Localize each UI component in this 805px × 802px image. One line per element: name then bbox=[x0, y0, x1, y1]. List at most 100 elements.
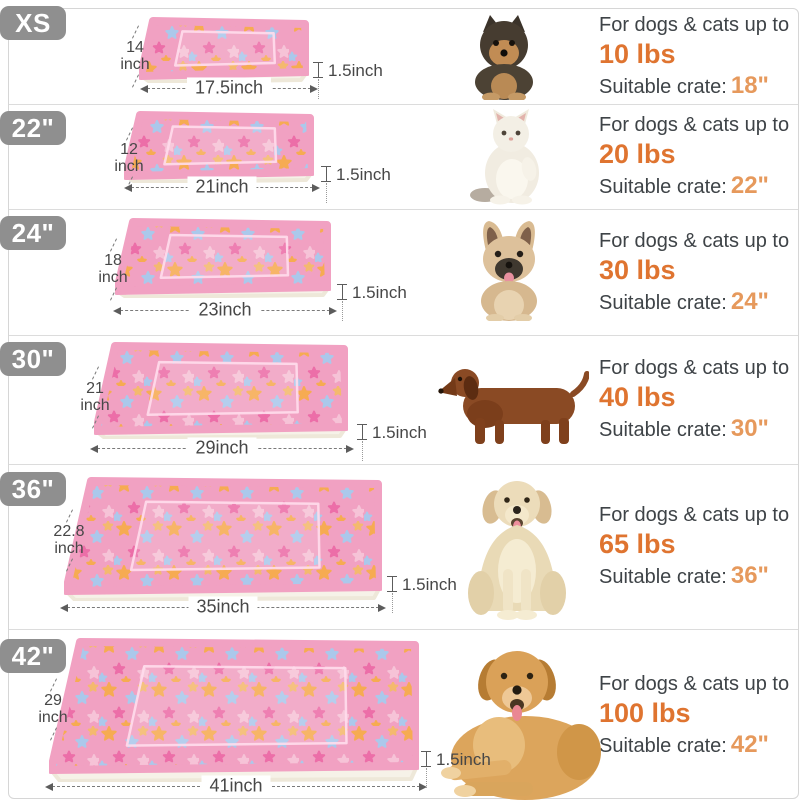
weight-limit: 10 lbs bbox=[599, 38, 676, 69]
size-badge: 24" bbox=[0, 216, 66, 250]
size-row-24: 24" 18 inch 23inch 1.5inch bbox=[0, 210, 798, 336]
width-dimension: 17.5inch bbox=[140, 77, 318, 99]
thickness-arrow-icon bbox=[421, 751, 431, 788]
fits-line: For dogs & cats up to bbox=[599, 13, 790, 36]
thickness-dimension: 1.5inch bbox=[387, 575, 457, 613]
width-value: 35inch bbox=[188, 596, 258, 618]
depth-value: 22.8 bbox=[53, 523, 85, 540]
depth-dimension: 29 inch bbox=[27, 678, 79, 741]
fits-line: For dogs & cats up to bbox=[599, 229, 790, 252]
depth-unit: inch bbox=[54, 540, 84, 557]
depth-value: 29 bbox=[44, 692, 62, 709]
crate-size: 24" bbox=[730, 287, 769, 315]
crate-label: Suitable crate: bbox=[599, 75, 727, 98]
depth-value: 18 bbox=[104, 252, 122, 269]
width-value: 21inch bbox=[187, 176, 257, 198]
width-value: 29inch bbox=[187, 437, 257, 459]
bed-mat-illustration bbox=[139, 17, 309, 83]
depth-unit: inch bbox=[38, 709, 68, 726]
width-dimension: 23inch bbox=[113, 299, 337, 321]
thickness-value: 1.5inch bbox=[328, 61, 383, 80]
size-info: For dogs & cats up to 20 lbs Suitable cr… bbox=[599, 105, 790, 209]
fits-line: For dogs & cats up to bbox=[599, 673, 790, 695]
thickness-arrow-icon bbox=[387, 576, 397, 613]
crate-size: 36" bbox=[730, 562, 769, 589]
depth-unit: inch bbox=[114, 158, 144, 175]
size-guide-panel: XS 14 inch 17.5inch 1.5inch For dogs & c… bbox=[0, 6, 799, 802]
width-dimension: 29inch bbox=[90, 437, 354, 459]
fits-line: For dogs & cats up to bbox=[599, 357, 790, 379]
depth-dimension: 18 inch bbox=[87, 238, 139, 301]
size-info: For dogs & cats up to 100 lbs Suitable c… bbox=[599, 630, 790, 802]
depth-unit: inch bbox=[80, 397, 110, 414]
crate-label: Suitable crate: bbox=[599, 566, 727, 588]
bed-mat-illustration bbox=[115, 218, 331, 298]
thickness-arrow-icon bbox=[313, 62, 323, 99]
thickness-arrow-icon bbox=[321, 166, 331, 203]
depth-dimension: 14 inch bbox=[109, 25, 161, 88]
size-badge: 36" bbox=[0, 472, 66, 506]
width-value: 23inch bbox=[190, 299, 260, 321]
fits-line: For dogs & cats up to bbox=[599, 114, 790, 136]
width-dimension: 21inch bbox=[124, 176, 320, 198]
depth-dimension: 22.8 inch bbox=[43, 509, 95, 572]
golden-retriever-sitting-photo bbox=[468, 481, 566, 620]
crate-label: Suitable crate: bbox=[599, 735, 727, 757]
thickness-dimension: 1.5inch bbox=[313, 61, 383, 99]
depth-value: 12 bbox=[120, 141, 138, 158]
width-dimension: 35inch bbox=[60, 596, 386, 618]
depth-dimension: 21 inch bbox=[69, 366, 121, 429]
thickness-dimension: 1.5inch bbox=[357, 423, 427, 461]
size-badge: 30" bbox=[0, 342, 66, 376]
size-info: For dogs & cats up to 10 lbs Suitable cr… bbox=[599, 9, 790, 104]
weight-limit: 100 lbs bbox=[599, 698, 691, 728]
bed-mat-illustration bbox=[64, 477, 382, 601]
yorkshire-terrier-puppy-photo bbox=[475, 15, 533, 100]
size-badge: 42" bbox=[0, 639, 66, 673]
size-badge: XS bbox=[0, 6, 66, 40]
crate-size: 22" bbox=[730, 172, 769, 199]
crate-size: 42" bbox=[730, 731, 769, 758]
golden-retriever-lying-photo bbox=[441, 651, 601, 800]
crate-label: Suitable crate: bbox=[599, 176, 727, 198]
thickness-arrow-icon bbox=[337, 284, 347, 321]
thickness-value: 1.5inch bbox=[436, 750, 491, 769]
size-row-22: 22" 12 inch 21inch 1.5inch Fo bbox=[0, 105, 798, 210]
width-value: 41inch bbox=[201, 775, 271, 797]
depth-unit: inch bbox=[98, 269, 128, 286]
thickness-value: 1.5inch bbox=[402, 575, 457, 594]
size-info: For dogs & cats up to 40 lbs Suitable cr… bbox=[599, 336, 790, 464]
weight-limit: 30 lbs bbox=[599, 254, 676, 285]
size-row-42: 42" 29 inch 41inch 1.5inch bbox=[0, 630, 798, 802]
french-bulldog-photo bbox=[481, 221, 537, 321]
thickness-dimension: 1.5inch bbox=[421, 750, 491, 788]
fits-line: For dogs & cats up to bbox=[599, 504, 790, 526]
crate-label: Suitable crate: bbox=[599, 419, 727, 441]
size-badge: 22" bbox=[0, 111, 66, 145]
size-info: For dogs & cats up to 65 lbs Suitable cr… bbox=[599, 465, 790, 629]
size-row-30: 30" 21 inch 29inch 1.5inch bbox=[0, 336, 798, 465]
width-dimension: 41inch bbox=[45, 775, 427, 797]
dachshund-photo bbox=[438, 369, 589, 444]
size-row-xs: XS 14 inch 17.5inch 1.5inch For dogs & c… bbox=[0, 6, 798, 105]
thickness-value: 1.5inch bbox=[352, 283, 407, 302]
crate-label: Suitable crate: bbox=[599, 291, 727, 314]
depth-unit: inch bbox=[120, 56, 150, 73]
white-cat-photo bbox=[470, 109, 539, 205]
thickness-dimension: 1.5inch bbox=[337, 283, 407, 321]
depth-value: 21 bbox=[86, 380, 104, 397]
bed-mat-illustration bbox=[49, 638, 419, 782]
bed-mat-illustration bbox=[94, 342, 348, 439]
crate-size: 18" bbox=[730, 71, 769, 99]
thickness-value: 1.5inch bbox=[372, 423, 427, 442]
weight-limit: 40 lbs bbox=[599, 382, 676, 412]
weight-limit: 20 lbs bbox=[599, 139, 676, 169]
width-value: 17.5inch bbox=[186, 77, 272, 99]
crate-size: 30" bbox=[730, 415, 769, 442]
weight-limit: 65 lbs bbox=[599, 529, 676, 559]
depth-dimension: 12 inch bbox=[103, 127, 155, 190]
thickness-value: 1.5inch bbox=[336, 165, 391, 184]
thickness-arrow-icon bbox=[357, 424, 367, 461]
size-info: For dogs & cats up to 30 lbs Suitable cr… bbox=[599, 210, 790, 335]
size-row-36: 36" 22.8 inch 35inch 1.5inch bbox=[0, 465, 798, 630]
